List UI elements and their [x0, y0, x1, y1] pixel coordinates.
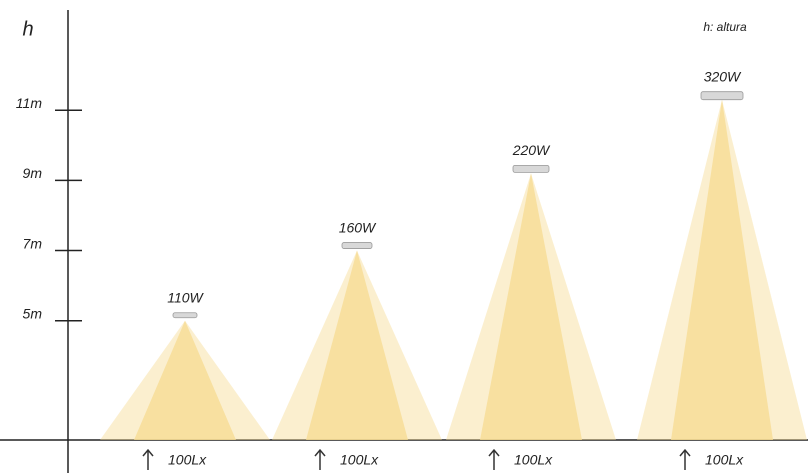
- arrow: [679, 448, 691, 470]
- y-tick-label: 9m: [23, 165, 43, 181]
- illuminance-label: 100Lx: [705, 452, 744, 468]
- illuminance-label: 100Lx: [168, 452, 207, 468]
- arrow: [142, 448, 154, 470]
- category-label: 110W: [167, 289, 204, 305]
- light-cone: [480, 173, 582, 440]
- arrow: [488, 448, 500, 470]
- category-label: 220W: [512, 142, 551, 158]
- arrow: [314, 448, 326, 470]
- y-tick-label: 5m: [23, 305, 43, 321]
- lamp: [700, 91, 744, 101]
- illuminance-label: 100Lx: [514, 452, 553, 468]
- y-axis-label: h: [22, 18, 33, 40]
- lamp: [172, 312, 198, 319]
- category-label: 320W: [704, 68, 742, 84]
- lamp: [341, 242, 373, 249]
- light-cone: [671, 99, 773, 440]
- category-label: 160W: [339, 219, 377, 235]
- annotation: h: altura: [703, 20, 747, 34]
- y-tick-label: 11m: [16, 95, 43, 111]
- light-cone: [306, 250, 408, 440]
- illuminance-label: 100Lx: [340, 452, 379, 468]
- lamp: [512, 164, 550, 173]
- y-tick-label: 7m: [23, 235, 43, 251]
- light-cone: [134, 320, 236, 440]
